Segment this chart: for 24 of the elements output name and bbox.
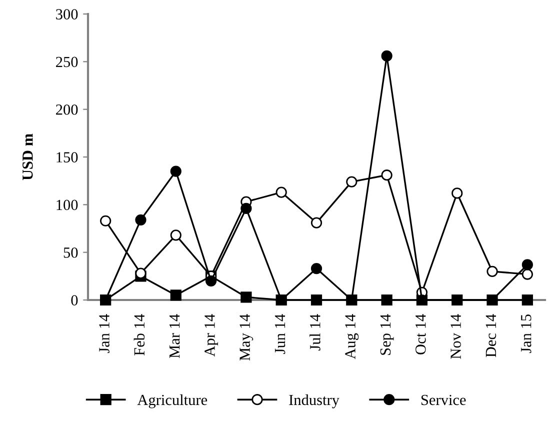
legend-label: Agriculture <box>137 394 208 408</box>
x-tick-label: May 14 <box>240 314 254 361</box>
x-tick-label: Sep 14 <box>380 314 394 355</box>
x-tick-label: Mar 14 <box>169 314 180 358</box>
x-tick-label: Apr 14 <box>204 314 218 357</box>
legend-label: Service <box>421 394 466 406</box>
legend-label: Industry <box>289 394 340 408</box>
y-tick-label: 100 <box>56 200 78 210</box>
x-tick-label: Jan 14 <box>99 314 110 354</box>
x-tick-label: Nov 14 <box>450 314 461 359</box>
y-tick-label: 50 <box>64 247 78 258</box>
y-tick-label: 150 <box>56 152 78 162</box>
y-tick-label: 250 <box>56 56 78 68</box>
x-tick-label: Dec 14 <box>486 314 496 358</box>
x-tick-label: Aug 14 <box>345 314 359 360</box>
y-tick-label: 200 <box>56 104 78 115</box>
y-tick-label: 300 <box>56 9 78 20</box>
x-tick-label: Jan 15 <box>521 314 532 354</box>
x-tick-label: Oct 14 <box>416 314 426 354</box>
y-tick-label: 0 <box>71 295 78 306</box>
y-axis-title: USD m <box>22 134 33 180</box>
x-tick-label: Feb 14 <box>134 314 145 356</box>
x-tick-label: Jun 14 <box>274 314 286 354</box>
x-tick-label: Jul 14 <box>310 314 320 350</box>
